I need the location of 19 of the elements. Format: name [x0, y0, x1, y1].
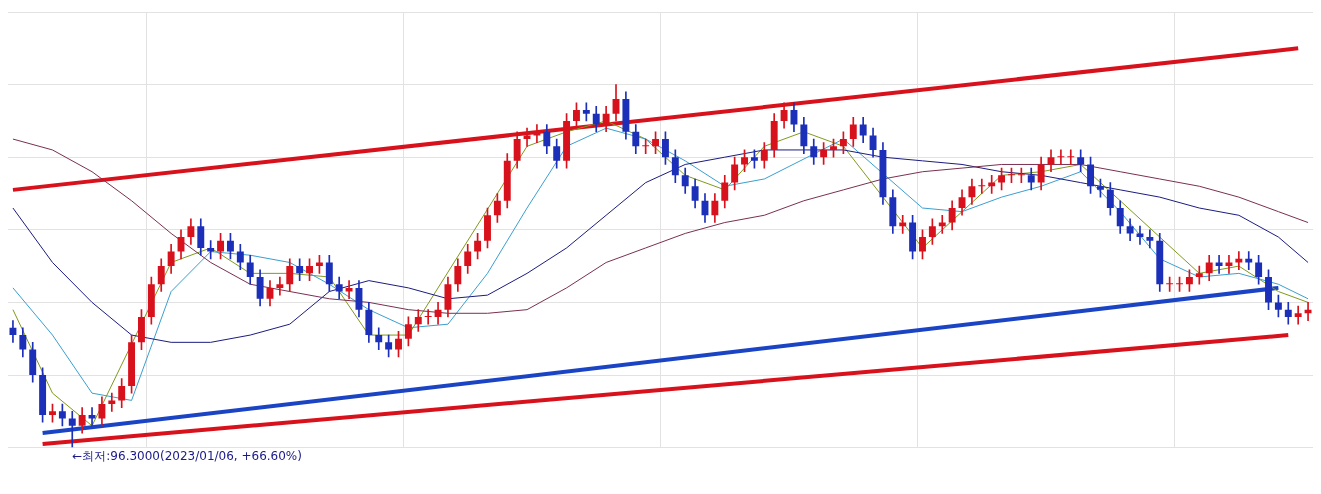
candlestick	[523, 127, 531, 147]
candlestick	[1146, 229, 1154, 249]
candlestick	[1067, 149, 1075, 165]
candlestick	[1057, 149, 1065, 165]
candlestick	[345, 280, 353, 300]
candlestick	[68, 410, 76, 448]
candlestick	[424, 309, 432, 325]
candlestick	[88, 407, 96, 427]
text: ←최저:96.3000(2023/01/06, +66.60%)	[72, 448, 302, 463]
candlestick	[1195, 265, 1203, 285]
candlestick	[108, 392, 116, 412]
candlestick	[1215, 254, 1223, 274]
candlestick	[276, 276, 284, 296]
candlestick	[978, 178, 986, 194]
candlestick	[642, 138, 650, 154]
candlestick	[1225, 254, 1233, 274]
candlestick	[1136, 225, 1144, 245]
candlestick	[207, 240, 215, 260]
candlestick	[1294, 305, 1302, 325]
